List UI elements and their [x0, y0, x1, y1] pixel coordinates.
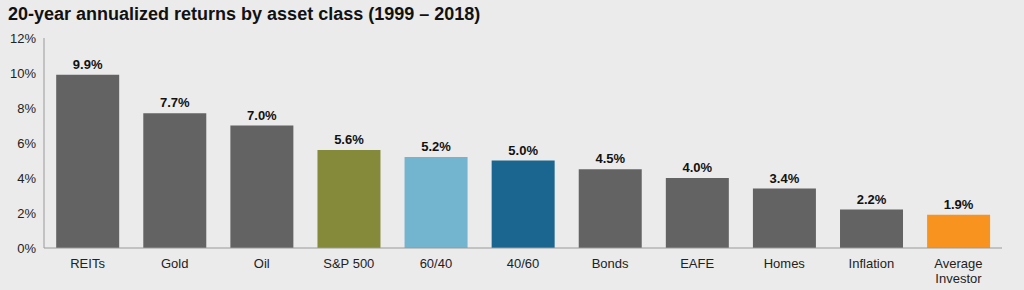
svg-text:6%: 6%: [17, 136, 36, 151]
svg-text:S&P 500: S&P 500: [323, 256, 374, 271]
svg-text:Bonds: Bonds: [592, 256, 629, 271]
svg-text:5.2%: 5.2%: [421, 139, 451, 154]
svg-text:3.4%: 3.4%: [770, 171, 800, 186]
svg-text:2.2%: 2.2%: [857, 192, 887, 207]
html-text:20-year annualized returns by: 20-year annualized returns by asset clas…: [8, 4, 481, 24]
svg-text:60/40: 60/40: [420, 256, 453, 271]
svg-text:8%: 8%: [17, 101, 36, 116]
svg-text:1.9%: 1.9%: [944, 197, 974, 212]
svg-text:0%: 0%: [17, 241, 36, 256]
svg-text:5.0%: 5.0%: [508, 143, 538, 158]
svg-text:REITs: REITs: [70, 256, 105, 271]
svg-text:7.7%: 7.7%: [160, 95, 190, 110]
svg-text:EAFE: EAFE: [680, 256, 714, 271]
svg-text:Inflation: Inflation: [849, 256, 895, 271]
svg-text:AverageInvestor: AverageInvestor: [934, 256, 982, 286]
svg-text:12%: 12%: [10, 31, 36, 46]
svg-text:10%: 10%: [10, 66, 36, 81]
svg-text:9.9%: 9.9%: [73, 57, 103, 72]
svg-text:Oil: Oil: [254, 256, 270, 271]
svg-text:4%: 4%: [17, 171, 36, 186]
svg-text:4.5%: 4.5%: [595, 151, 625, 166]
svg-text:2%: 2%: [17, 206, 36, 221]
svg-text:Gold: Gold: [161, 256, 188, 271]
svg-text:7.0%: 7.0%: [247, 108, 277, 123]
svg-text:5.6%: 5.6%: [334, 132, 364, 147]
svg-text:Homes: Homes: [764, 256, 806, 271]
svg-text:40/60: 40/60: [507, 256, 540, 271]
svg-text:4.0%: 4.0%: [683, 160, 713, 175]
